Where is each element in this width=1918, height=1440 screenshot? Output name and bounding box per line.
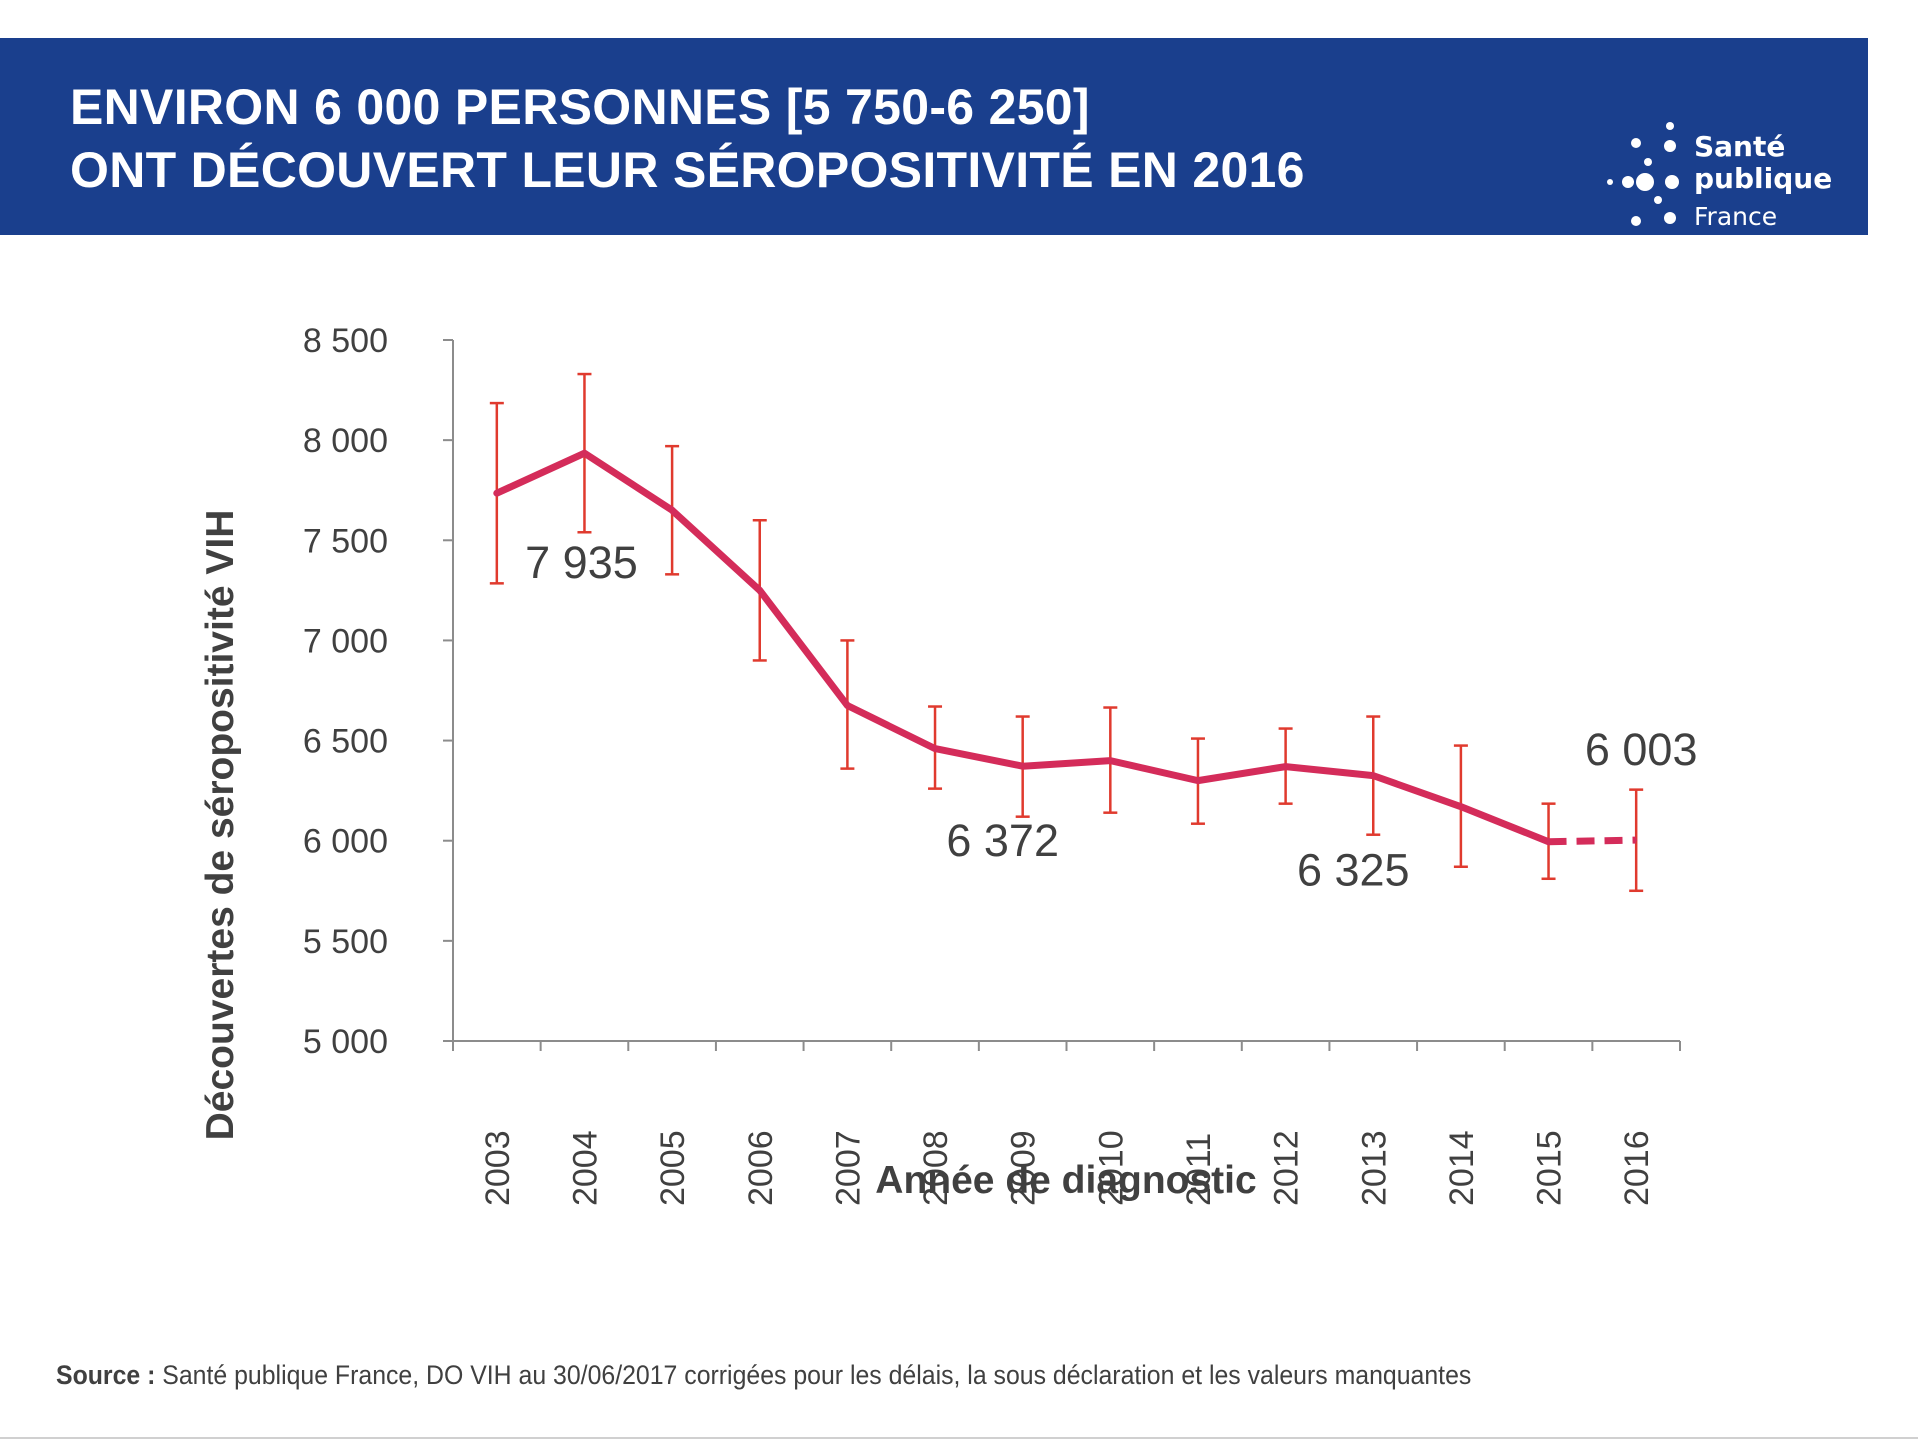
series-line-dashed: [1548, 836, 1637, 846]
bottom-divider: [0, 1437, 1918, 1439]
source-text: Santé publique France, DO VIH au 30/06/2…: [155, 1360, 1472, 1390]
data-label: 6 325: [1297, 845, 1410, 896]
page-title-line-1: ENVIRON 6 000 PERSONNES [5 750-6 250]: [70, 79, 1090, 135]
data-point: [1284, 765, 1287, 768]
x-tick-label: 2008: [917, 1130, 955, 1206]
data-label: 7 935: [525, 537, 638, 588]
data-label: 6 372: [946, 815, 1059, 866]
x-tick-label: 2016: [1618, 1130, 1656, 1206]
y-tick-label: 6 000: [303, 823, 388, 861]
x-tick-label: 2007: [829, 1130, 867, 1206]
y-tick-label: 5 500: [303, 923, 388, 961]
source-note: Source : Santé publique France, DO VIH a…: [56, 1360, 1471, 1391]
y-tick-label: 5 000: [303, 1023, 388, 1061]
source-label: Source :: [56, 1360, 156, 1390]
x-tick-label: 2015: [1531, 1130, 1569, 1206]
data-point: [1196, 779, 1199, 782]
line-chart: 5 000 5 500 6 000 6 500 7 000 7 500 8 000 8 500…: [199, 322, 1697, 1206]
y-tick-label: 7 000: [303, 622, 388, 660]
x-tick-label: 2012: [1268, 1130, 1306, 1206]
x-tick-label: 2009: [1005, 1130, 1043, 1206]
data-point: [1547, 840, 1550, 843]
annotations: 7 935 6 372 6 325 6 003: [525, 537, 1697, 895]
y-axis: 5 000 5 500 6 000 6 500 7 000 7 500 8 000 8 500: [303, 322, 454, 1061]
header-banner: ENVIRON 6 000 PERSONNES [5 750-6 250] ON…: [0, 38, 1868, 241]
data-point: [1109, 759, 1112, 762]
x-tick-label: 2010: [1092, 1130, 1130, 1206]
x-tick-label: 2004: [566, 1130, 604, 1206]
data-point: [1372, 774, 1375, 777]
y-tick-label: 8 500: [303, 322, 388, 360]
y-tick-label: 7 500: [303, 522, 388, 560]
data-point: [583, 452, 586, 455]
x-tick-label: 2011: [1180, 1133, 1218, 1206]
data-point: [1635, 839, 1638, 842]
x-tick-label: 2005: [654, 1130, 692, 1206]
data-point: [758, 589, 761, 592]
data-point: [846, 704, 849, 707]
logo-dots-icon: [1607, 122, 1679, 241]
logo-text-publique: publique: [1694, 162, 1833, 195]
data-point: [934, 747, 937, 750]
x-axis: 2003 2004 2005 2006 2007 2008 2009 2010 2011 2012…: [452, 1040, 1681, 1206]
y-tick-label: 6 500: [303, 723, 388, 761]
data-point: [1459, 805, 1462, 808]
data-point: [495, 492, 498, 495]
x-tick-label: 2006: [742, 1130, 780, 1206]
logo-text-france: France: [1694, 202, 1778, 231]
data-label: 6 003: [1585, 724, 1698, 775]
data-point: [671, 509, 674, 512]
logo-text-sante: Santé: [1694, 130, 1786, 163]
y-tick-label: 8 000: [303, 422, 388, 460]
x-tick-label: 2014: [1443, 1130, 1481, 1206]
data-point: [1021, 765, 1024, 768]
x-axis-title: Année de diagnostic: [875, 1159, 1256, 1202]
y-axis-title: Découvertes de séropositivité VIH: [199, 510, 242, 1141]
x-tick-label: 2013: [1355, 1130, 1393, 1206]
page-title-line-2: ONT DÉCOUVERT LEUR SÉROPOSITIVITÉ EN 201…: [70, 142, 1305, 198]
x-tick-label: 2003: [479, 1130, 517, 1206]
series-lines: [493, 449, 1638, 846]
sante-publique-logo: Santé publique France: [1600, 88, 1840, 248]
